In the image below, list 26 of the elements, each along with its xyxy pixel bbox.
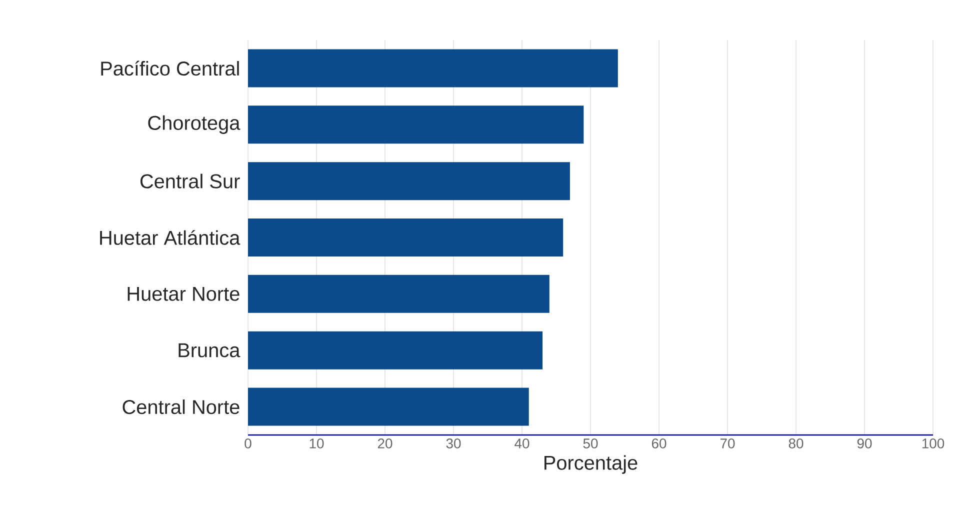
y-tick-label: Chorotega (148, 115, 240, 134)
x-tick-label: 0 (244, 438, 252, 448)
x-tick-label: 100 (922, 438, 944, 448)
bar (248, 49, 618, 88)
y-tick-label: Central Sur (140, 174, 240, 188)
bar (248, 331, 543, 370)
x-tick-label: 90 (857, 438, 872, 448)
x-tick-label: 30 (446, 438, 461, 448)
x-tick-label: 10 (310, 438, 324, 448)
x-tick-label: 70 (720, 438, 735, 448)
bar (248, 274, 550, 313)
x-tick-label: 50 (583, 438, 598, 448)
y-tick-label: Huetar Norte (128, 286, 240, 301)
bar (248, 218, 564, 257)
bar (248, 162, 570, 200)
x-tick-label: 60 (652, 438, 666, 448)
y-tick-label: Pacífico Central (101, 60, 239, 76)
x-axis-title: Porcentaje (544, 455, 638, 474)
bar (248, 106, 584, 144)
x-tick-label: 80 (788, 438, 804, 448)
y-tick-label: Central Norte (122, 399, 240, 414)
y-tick-label: Huetar Atlántica (100, 230, 240, 245)
x-tick-label: 40 (514, 438, 530, 448)
bar (248, 388, 529, 426)
y-tick-label: Brunca (178, 343, 240, 358)
x-tick-label: 20 (378, 438, 392, 448)
